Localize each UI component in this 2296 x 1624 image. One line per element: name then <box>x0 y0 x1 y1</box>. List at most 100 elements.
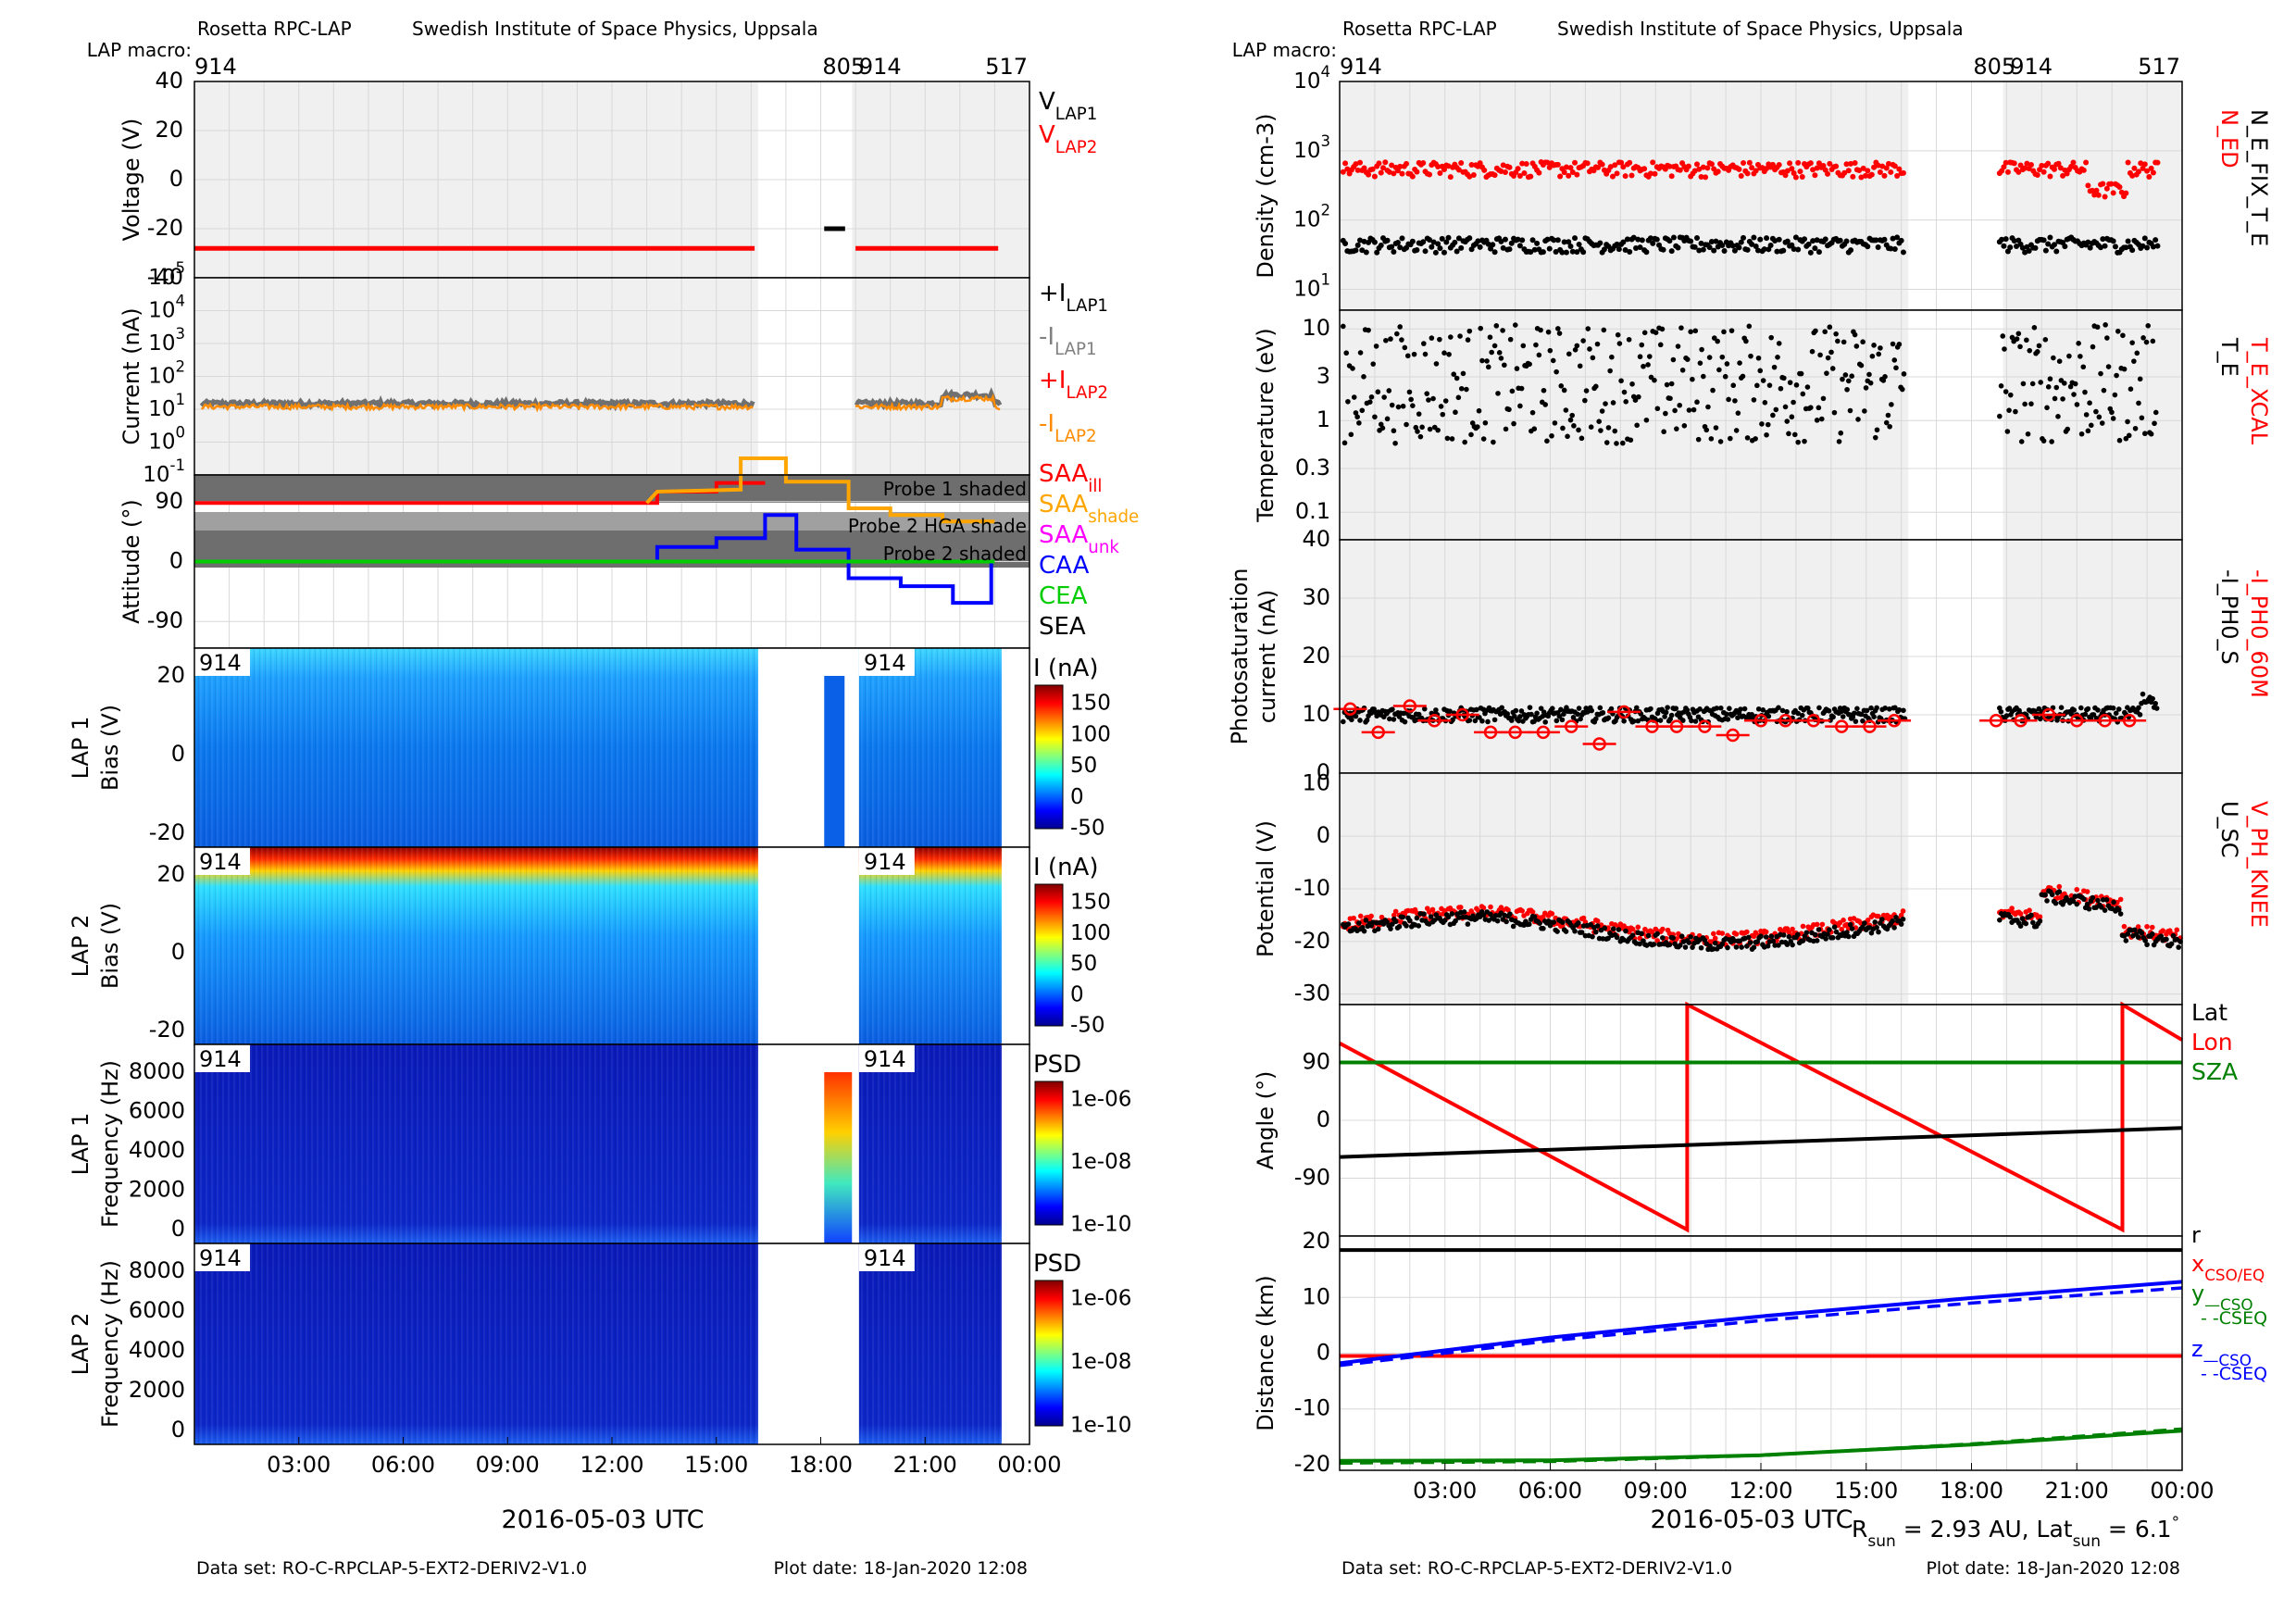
potential-point-v_ph_knee <box>2160 928 2165 933</box>
attitude-legend-2: SAAunk <box>1039 521 1119 557</box>
photosat-point <box>1477 715 1482 720</box>
density-point-n_ed <box>1698 174 1704 181</box>
temperature-point <box>1730 382 1737 389</box>
temperature-point <box>2104 335 2110 341</box>
density-point-n_ed <box>1466 173 1473 180</box>
right-dataset: Data set: RO-C-RPCLAP-5-EXT2-DERIV2-V1.0 <box>1341 1558 1732 1579</box>
temperature-point <box>1751 397 1757 403</box>
density-point-n_ed <box>1528 173 1534 180</box>
density-point-n_e_fix_t_e <box>1342 240 1349 246</box>
photosat-point <box>1485 718 1491 725</box>
potential-point-v_ph_knee <box>2084 889 2090 894</box>
potential-point-u_sc <box>2098 905 2104 910</box>
density-point-n_e_fix_t_e <box>1485 241 1491 247</box>
potential-point-v_ph_knee <box>1660 926 1666 932</box>
temperature-point <box>2038 380 2043 385</box>
density-point-n_e_fix_t_e <box>1713 238 1719 244</box>
density-point-n_ed <box>2070 159 2077 166</box>
potential-point-u_sc <box>1610 926 1616 932</box>
temperature-point <box>1410 403 1416 408</box>
temperature-point <box>1838 430 1844 436</box>
potential-point-u_sc <box>1725 944 1730 951</box>
photosat-point <box>1575 711 1580 718</box>
density-point-n_e_fix_t_e <box>1647 235 1653 242</box>
potential-point-v_ph_knee <box>2074 886 2080 893</box>
photosat-60m-point <box>1645 719 1659 733</box>
density-point-n_ed <box>1691 168 1698 174</box>
potential-point-u_sc <box>1537 920 1542 926</box>
temperature-point <box>1372 414 1378 420</box>
heatmap-macro-box <box>194 847 250 875</box>
temperature-point <box>2071 392 2077 397</box>
density-point-n_ed <box>1627 159 1633 166</box>
temperature-point <box>1455 394 1462 401</box>
density-point-n_ed <box>1856 167 1863 173</box>
potential-point-u_sc <box>1396 923 1403 930</box>
temperature-point <box>1737 360 1742 366</box>
potential-point-u_sc <box>1504 918 1509 925</box>
temperature-point <box>1866 371 1872 378</box>
temperature-point <box>1733 428 1740 433</box>
potential-point-u_sc <box>1453 918 1458 924</box>
temperature-point <box>1368 394 1375 400</box>
density-point-n_ed <box>2057 165 2064 171</box>
photosat-60m-point <box>1592 737 1606 751</box>
temperature-point <box>1802 438 1807 444</box>
attitude-ytick: 0 <box>169 548 183 574</box>
attitude-legend-0: SAAill <box>1039 460 1102 496</box>
photosat-point <box>1474 706 1479 713</box>
density-point-n_ed <box>2102 194 2108 200</box>
attitude-legend-4-main: CEA <box>1039 582 1088 610</box>
potential-point-v_ph_knee <box>1629 926 1636 932</box>
density-point-n_ed <box>1833 163 1840 169</box>
potential-point-u_sc <box>1751 944 1757 950</box>
density-point-n_ed <box>1481 167 1488 173</box>
photosat-point <box>1673 706 1679 711</box>
density-point-n_e_fix_t_e <box>1660 246 1666 253</box>
temperature-point <box>1556 331 1563 336</box>
photosat-point <box>1529 711 1534 718</box>
temperature-point <box>1844 386 1850 393</box>
density-point-n_e_fix_t_e <box>2141 235 2148 242</box>
temperature-point <box>1629 381 1635 387</box>
temperature-point <box>1659 326 1666 332</box>
photosat-point <box>1416 711 1422 718</box>
density-point-n_ed <box>1500 162 1506 169</box>
density-ytick-exp: 1 <box>1320 270 1330 288</box>
temperature-point <box>1845 378 1852 384</box>
temperature-point <box>1426 397 1431 403</box>
temperature-point <box>1645 362 1651 368</box>
distance-legend-1-sub: CSO/EQ <box>2204 1266 2265 1284</box>
right-xtick-label: 18:00 <box>1940 1478 2003 1504</box>
density-point-n_ed <box>1862 172 1868 179</box>
density-point-n_ed <box>1776 162 1782 169</box>
potential-point-v_ph_knee <box>1790 926 1795 932</box>
temperature-point <box>1755 355 1762 361</box>
voltage-legend-1-main: V <box>1039 121 1055 149</box>
density-point-n_e_fix_t_e <box>2085 239 2091 245</box>
density-ytick-exp: 2 <box>1320 202 1330 219</box>
current-ytick-base: 10 <box>143 463 169 487</box>
attitude-legend-2-main: SAA <box>1039 521 1088 549</box>
heatmap-5 <box>193 1043 1064 1244</box>
potential-point-u_sc <box>1763 934 1769 940</box>
temperature-point <box>2072 381 2078 387</box>
photosat-point <box>2082 711 2089 718</box>
density-point-n_ed <box>2017 162 2024 169</box>
density-point-n_ed <box>1342 160 1349 167</box>
temperature-point <box>1641 363 1646 369</box>
potential-point-u_sc <box>1441 918 1448 923</box>
photosat-point <box>1892 705 1898 711</box>
density-point-n_e_fix_t_e <box>2047 234 2053 241</box>
temperature-ytick: 1 <box>1316 406 1330 432</box>
temperature-point <box>2060 396 2065 402</box>
photosat-point <box>1518 708 1525 714</box>
temperature-point <box>1771 364 1778 370</box>
density-point-n_ed <box>1566 172 1572 179</box>
heatmap-macro-label: 914 <box>864 1046 906 1072</box>
temperature-point <box>1690 376 1695 382</box>
temperature-point <box>1449 436 1455 442</box>
latsun-sub: sun <box>2073 1532 2101 1551</box>
voltage-ytick: 0 <box>169 166 183 192</box>
